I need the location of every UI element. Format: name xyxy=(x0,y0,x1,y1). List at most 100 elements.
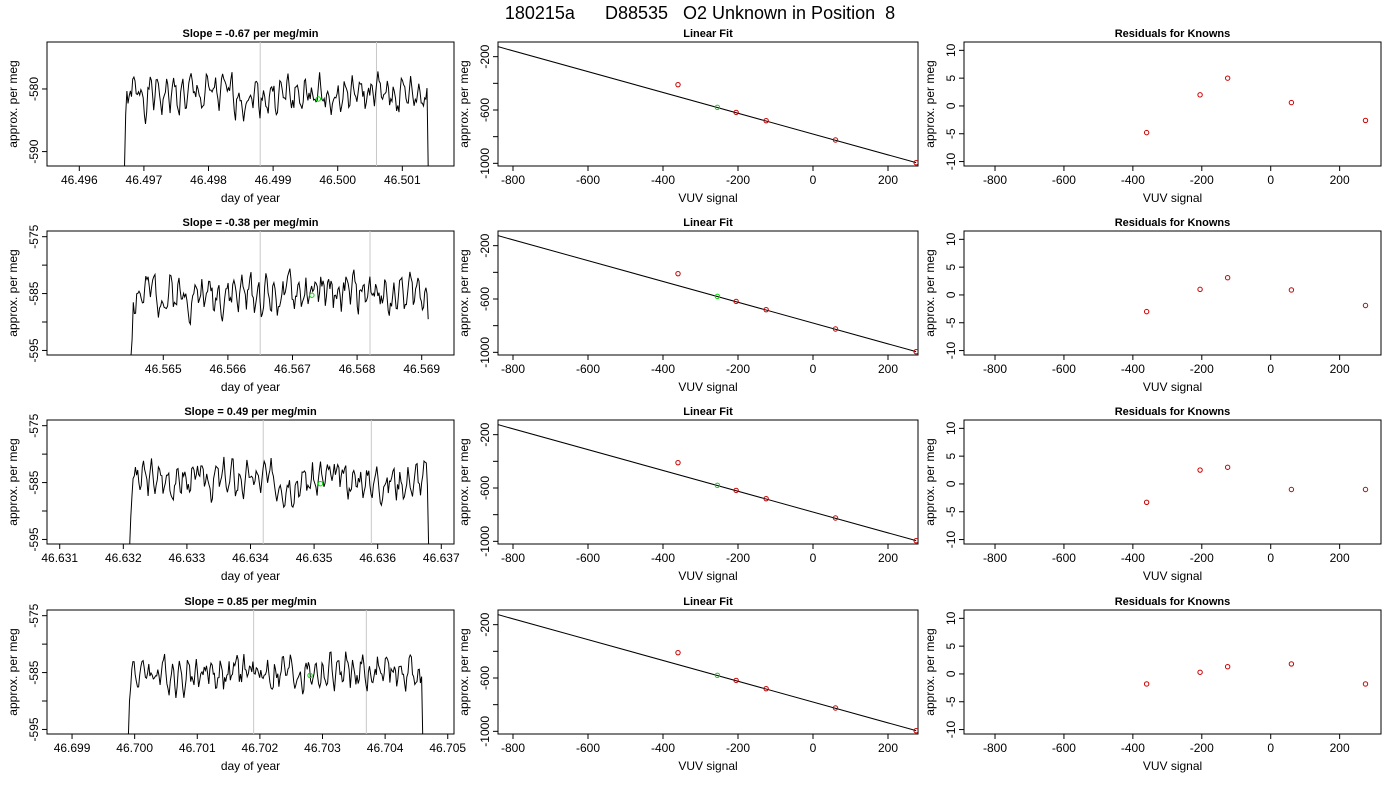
plot-area xyxy=(124,42,429,166)
series-line xyxy=(130,268,429,355)
x-tick-label: -200 xyxy=(1190,173,1214,187)
x-tick-label: -400 xyxy=(1121,741,1145,755)
known-point xyxy=(733,677,739,684)
x-tick-label: 200 xyxy=(878,362,898,376)
x-tick-label: -200 xyxy=(1190,551,1214,565)
x-axis-label: VUV signal xyxy=(678,759,737,773)
x-tick-label: 46.631 xyxy=(41,551,78,565)
y-tick-label: -10 xyxy=(944,531,958,549)
panel-1-2: Linear Fit -800 -600 -400 -200 0 200 -200 -600 -1… xyxy=(457,28,919,205)
x-tick-label: 200 xyxy=(1330,362,1350,376)
fit-line xyxy=(498,235,917,353)
panel-title: Residuals for Knowns xyxy=(1115,406,1231,418)
x-tick-label: 46.567 xyxy=(274,362,311,376)
panel-title: Linear Fit xyxy=(683,406,733,418)
known-point xyxy=(1197,669,1203,675)
x-tick-label: 46.703 xyxy=(304,741,341,755)
y-tick-label: 5 xyxy=(944,452,958,459)
known-point xyxy=(1197,467,1203,473)
known-point xyxy=(1288,287,1295,293)
known-point xyxy=(913,727,918,734)
x-tick-label: 46.699 xyxy=(54,741,91,755)
series-line xyxy=(129,456,430,544)
panel-title: Slope = -0.38 per meg/min xyxy=(182,217,318,229)
panel-2-2: Linear Fit -800 -600 -400 -200 0 200 -200 -600 -1… xyxy=(457,217,919,394)
y-tick-label: 5 xyxy=(944,642,958,649)
x-tick-label: -800 xyxy=(501,362,525,376)
series-line xyxy=(127,651,424,734)
known-point xyxy=(1224,464,1231,470)
y-tick-label: -575 xyxy=(27,224,41,248)
x-tick-label: -200 xyxy=(726,362,750,376)
x-tick-label: -400 xyxy=(1121,173,1145,187)
y-tick-label: -600 xyxy=(478,476,492,500)
x-tick-label: 0 xyxy=(810,362,817,376)
x-tick-label: 200 xyxy=(1330,173,1350,187)
y-tick-label: -10 xyxy=(944,342,958,360)
known-point xyxy=(1224,75,1231,81)
x-tick-label: 0 xyxy=(1267,551,1274,565)
y-tick-label: -200 xyxy=(478,612,492,636)
x-axis-label: day of year xyxy=(221,380,280,394)
y-axis-label: approx. per meg xyxy=(6,60,20,147)
x-tick-label: 46.569 xyxy=(403,362,440,376)
y-tick-label: -580 xyxy=(27,77,41,101)
plot-frame xyxy=(497,230,919,356)
x-tick-label: 46.633 xyxy=(169,551,206,565)
known-point xyxy=(1362,486,1369,493)
x-tick-label: 200 xyxy=(1330,551,1350,565)
x-tick-label: -600 xyxy=(576,741,600,755)
x-tick-label: -800 xyxy=(501,741,525,755)
known-point xyxy=(1143,499,1150,505)
x-tick-label: 46.704 xyxy=(367,741,404,755)
y-tick-label: 10 xyxy=(944,611,958,625)
known-point xyxy=(832,705,839,711)
x-tick-label: -600 xyxy=(1052,741,1076,755)
x-tick-label: 46.700 xyxy=(116,741,153,755)
x-tick-label: 46.705 xyxy=(429,741,466,755)
plot-area xyxy=(127,610,424,734)
y-tick-label: -5 xyxy=(944,696,958,707)
known-point xyxy=(675,459,681,466)
y-axis-label: approx. per meg xyxy=(923,60,937,147)
unknown-point xyxy=(714,104,721,111)
unknown-point xyxy=(714,293,721,300)
known-point xyxy=(763,306,769,313)
known-point xyxy=(1362,117,1369,124)
y-tick-label: -200 xyxy=(478,233,492,257)
x-tick-label: 0 xyxy=(810,173,817,187)
known-point xyxy=(913,348,918,355)
x-tick-label: 46.635 xyxy=(296,551,333,565)
known-point xyxy=(1288,486,1295,493)
y-tick-label: 10 xyxy=(944,421,958,435)
y-tick-label: 0 xyxy=(944,480,958,487)
plot-frame xyxy=(963,41,1382,167)
y-tick-label: -5 xyxy=(944,317,958,328)
known-point xyxy=(763,495,769,502)
x-tick-label: -200 xyxy=(726,551,750,565)
y-axis-label: approx. per meg xyxy=(923,628,937,715)
panel-title: Linear Fit xyxy=(683,217,733,229)
plot-frame xyxy=(46,41,455,167)
x-tick-label: 46.568 xyxy=(339,362,376,376)
plot-frame xyxy=(46,230,455,356)
x-tick-label: -400 xyxy=(651,741,675,755)
y-tick-label: 0 xyxy=(944,102,958,109)
plot-area xyxy=(1143,464,1369,505)
panel-title: Linear Fit xyxy=(683,28,733,40)
y-tick-label: -585 xyxy=(27,470,41,494)
plot-area xyxy=(1143,75,1369,136)
unknown-point xyxy=(307,672,313,679)
x-axis-label: VUV signal xyxy=(678,380,737,394)
plot-frame xyxy=(46,419,455,545)
x-axis-label: day of year xyxy=(221,569,280,583)
y-tick-label: -5 xyxy=(944,506,958,517)
x-tick-label: -800 xyxy=(983,741,1007,755)
y-axis-label: approx. per meg xyxy=(457,628,471,715)
known-point xyxy=(1224,275,1231,281)
x-tick-label: 46.634 xyxy=(232,551,269,565)
y-tick-label: 0 xyxy=(944,291,958,298)
y-axis-label: approx. per meg xyxy=(457,438,471,525)
x-tick-label: -400 xyxy=(1121,362,1145,376)
x-tick-label: 46.496 xyxy=(61,173,98,187)
